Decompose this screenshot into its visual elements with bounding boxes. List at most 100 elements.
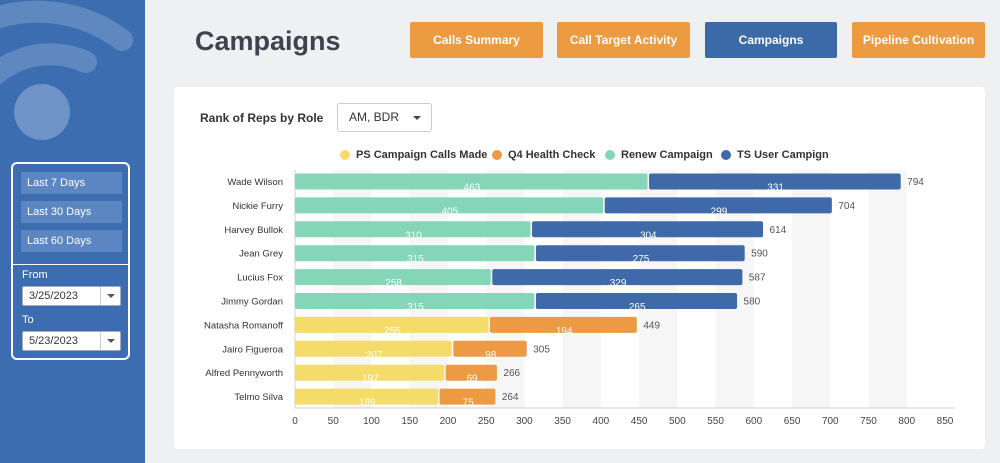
x-tick-label: 250 xyxy=(478,416,495,427)
rank-label: Rank of Reps by Role xyxy=(200,111,324,125)
from-label: From xyxy=(22,269,48,281)
bar-total-label: 449 xyxy=(643,320,660,331)
bar-value-label: 207 xyxy=(366,350,383,361)
bar-segment xyxy=(295,197,604,214)
x-tick-label: 800 xyxy=(898,416,915,427)
legend-item-ps[interactable]: PS Campaign Calls Made xyxy=(340,147,487,163)
date-range-panel: Last 7 Days Last 30 Days Last 60 Days Fr… xyxy=(11,162,130,360)
bar-segment xyxy=(492,269,743,286)
bar-segment xyxy=(439,388,496,405)
category-label: Nickie Furry xyxy=(232,201,283,212)
bar-value-label: 258 xyxy=(385,278,402,289)
bar-value-label: 98 xyxy=(485,350,497,361)
chevron-down-icon[interactable] xyxy=(100,332,120,350)
to-label: To xyxy=(22,314,34,326)
from-date-value: 3/25/2023 xyxy=(29,290,78,302)
bar-value-label: 463 xyxy=(464,183,481,194)
bar-segment xyxy=(295,388,439,405)
category-label: Wade Wilson xyxy=(227,177,283,188)
bar-segment xyxy=(535,293,738,309)
category-label: Alfred Pennyworth xyxy=(205,368,283,379)
bar-total-label: 587 xyxy=(749,273,766,284)
bar-value-label: 315 xyxy=(407,254,424,265)
legend-label: PS Campaign Calls Made xyxy=(356,149,488,161)
x-tick-label: 300 xyxy=(516,416,533,427)
bar-segment xyxy=(295,269,491,286)
legend-label: TS User Campign xyxy=(737,149,829,161)
bar-segment xyxy=(604,197,832,214)
category-label: Natasha Romanoff xyxy=(204,320,283,331)
bar-value-label: 304 xyxy=(640,230,657,241)
bar-value-label: 310 xyxy=(405,230,422,241)
category-label: Jimmy Gordan xyxy=(221,297,283,308)
bar-segment xyxy=(295,316,489,333)
bar-segment xyxy=(295,221,531,238)
grid-band xyxy=(868,170,907,408)
last-60-days-button[interactable]: Last 60 Days xyxy=(21,230,122,252)
x-tick-label: 150 xyxy=(401,416,418,427)
bar-total-label: 704 xyxy=(838,201,855,212)
bar-value-label: 331 xyxy=(767,183,784,194)
legend-label: Renew Campaign xyxy=(621,149,713,161)
bar-total-label: 580 xyxy=(744,297,761,308)
bar-total-label: 264 xyxy=(502,392,519,403)
x-tick-label: 100 xyxy=(363,416,380,427)
tab-pipeline-cultivation[interactable]: Pipeline Cultivation xyxy=(852,22,985,58)
bar-total-label: 305 xyxy=(533,344,550,355)
tab-call-target-activity[interactable]: Call Target Activity xyxy=(557,22,690,58)
page-title: Campaigns xyxy=(195,26,341,56)
role-select[interactable]: AM, BDR xyxy=(337,103,432,132)
legend-dot xyxy=(605,150,615,160)
category-label: Telmo Silva xyxy=(234,392,283,403)
category-label: Harvey Bullok xyxy=(224,225,283,236)
to-date-value: 5/23/2023 xyxy=(29,335,78,347)
bar-segment xyxy=(532,221,764,238)
from-date-input[interactable]: 3/25/2023 xyxy=(22,286,121,306)
tab-campaigns[interactable]: Campaigns xyxy=(705,22,837,58)
to-date-input[interactable]: 5/23/2023 xyxy=(22,331,121,351)
category-label: Jairo Figueroa xyxy=(222,344,283,355)
bar-value-label: 75 xyxy=(463,398,475,409)
x-tick-label: 350 xyxy=(554,416,571,427)
bar-value-label: 189 xyxy=(359,398,376,409)
x-tick-label: 700 xyxy=(822,416,839,427)
bar-segment xyxy=(535,245,745,262)
last-7-days-button[interactable]: Last 7 Days xyxy=(21,172,122,194)
legend-dot xyxy=(492,150,502,160)
bar-total-label: 614 xyxy=(770,225,787,236)
legend-item-ts[interactable]: TS User Campign xyxy=(721,147,829,163)
x-tick-label: 450 xyxy=(631,416,648,427)
sidebar: Last 7 Days Last 30 Days Last 60 Days Fr… xyxy=(0,0,145,463)
legend-dot xyxy=(721,150,731,160)
role-select-value: AM, BDR xyxy=(349,110,400,124)
x-tick-label: 50 xyxy=(328,416,340,427)
bar-value-label: 315 xyxy=(407,302,424,313)
chevron-down-icon[interactable] xyxy=(100,287,120,305)
bar-value-label: 329 xyxy=(610,278,627,289)
bar-value-label: 299 xyxy=(711,206,728,217)
x-tick-label: 400 xyxy=(593,416,610,427)
range-divider xyxy=(13,264,128,265)
category-label: Jean Grey xyxy=(239,249,283,260)
bar-value-label: 197 xyxy=(362,374,379,385)
bar-segment xyxy=(295,245,535,262)
last-30-days-button[interactable]: Last 30 Days xyxy=(21,201,122,223)
x-tick-label: 0 xyxy=(292,416,298,427)
bar-total-label: 266 xyxy=(503,368,520,379)
bar-total-label: 590 xyxy=(751,249,768,260)
x-tick-label: 650 xyxy=(784,416,801,427)
legend-item-q4[interactable]: Q4 Health Check xyxy=(492,147,595,163)
x-tick-label: 750 xyxy=(860,416,877,427)
legend-dot xyxy=(340,150,350,160)
bar-segment xyxy=(453,340,527,357)
bar-value-label: 194 xyxy=(556,326,573,337)
bar-total-label: 794 xyxy=(907,177,924,188)
tab-calls-summary[interactable]: Calls Summary xyxy=(410,22,543,58)
bar-segment xyxy=(295,364,445,381)
bar-value-label: 265 xyxy=(629,302,646,313)
bar-value-label: 255 xyxy=(384,326,401,337)
x-tick-label: 200 xyxy=(440,416,457,427)
legend-label: Q4 Health Check xyxy=(508,149,596,161)
legend-item-renew[interactable]: Renew Campaign xyxy=(605,147,713,163)
